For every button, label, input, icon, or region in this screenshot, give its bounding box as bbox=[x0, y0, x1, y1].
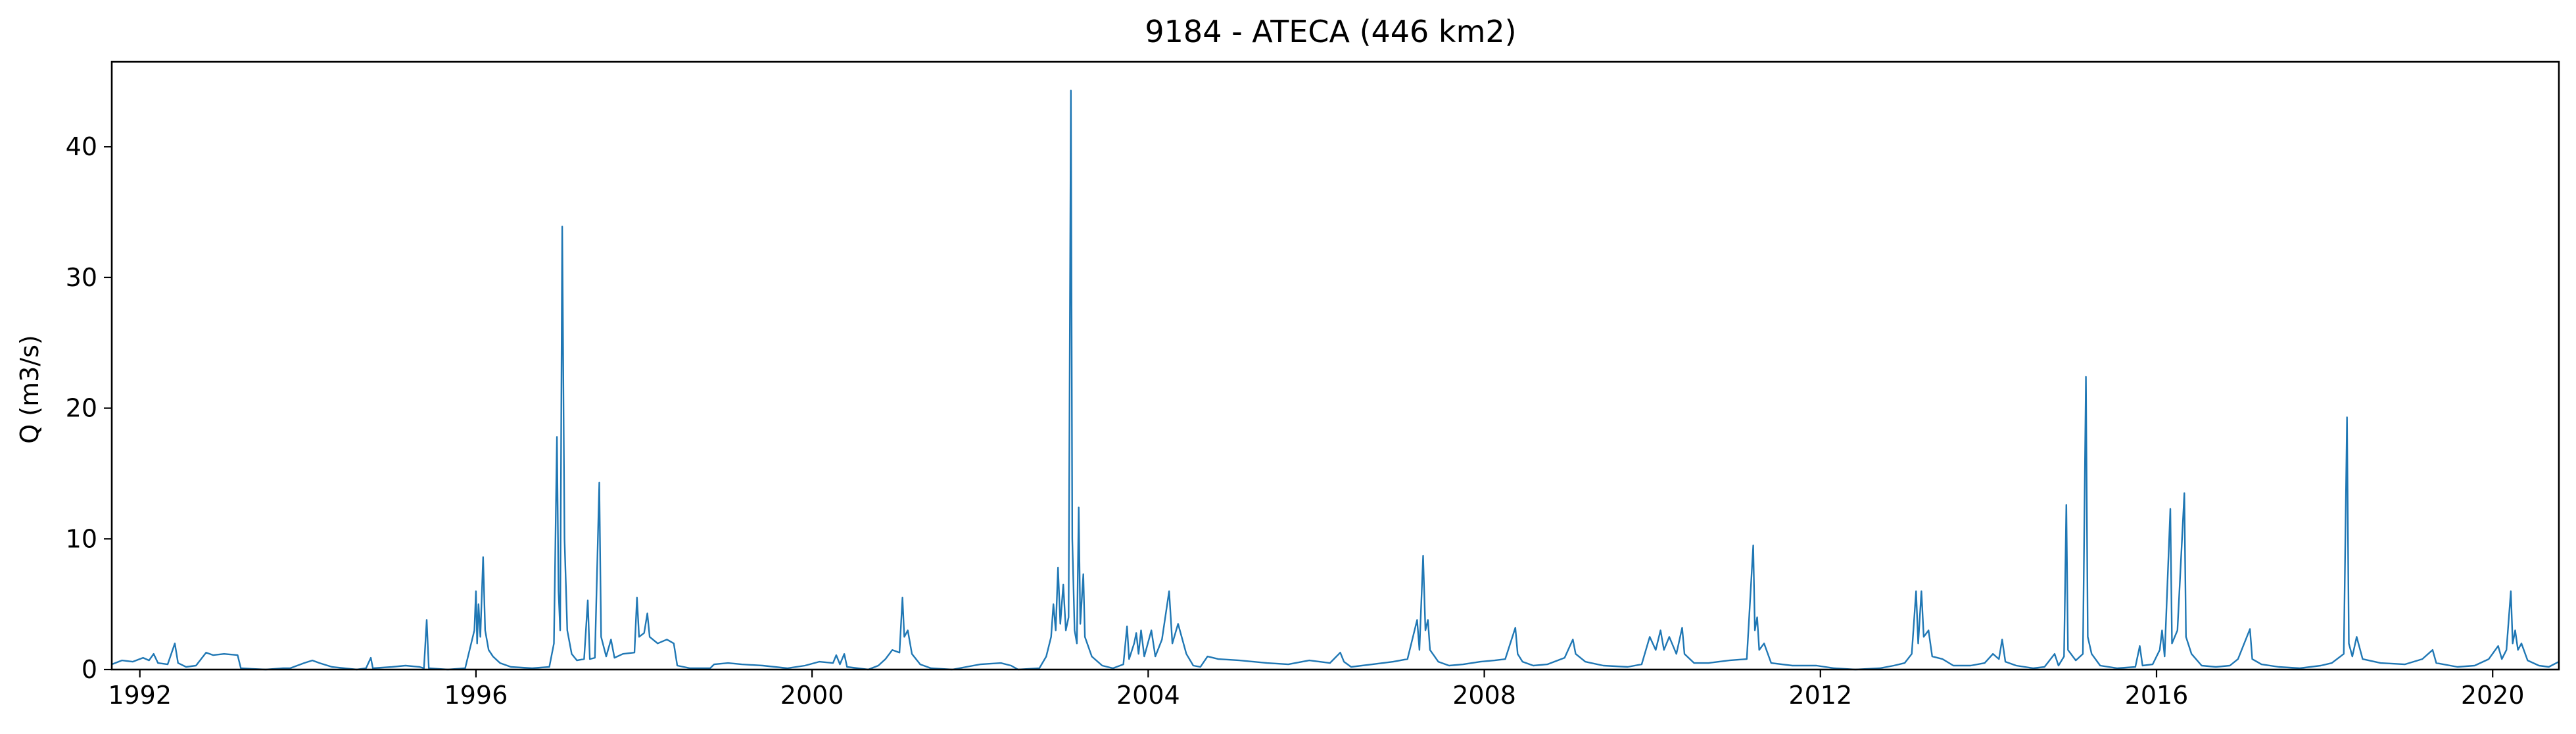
x-tick-label: 2008 bbox=[1452, 681, 1516, 710]
y-tick-label: 30 bbox=[66, 263, 97, 292]
discharge-series-line bbox=[111, 89, 2560, 671]
y-tick-label: 0 bbox=[82, 655, 97, 684]
y-tick-label: 20 bbox=[66, 394, 97, 423]
x-tick-label: 2020 bbox=[2461, 681, 2525, 710]
x-tick-label: 1996 bbox=[444, 681, 508, 710]
y-tick-label: 10 bbox=[66, 524, 97, 553]
y-tick-label: 40 bbox=[66, 132, 97, 161]
y-axis-label: Q (m3/s) bbox=[15, 335, 44, 443]
y-axis: 0 10 20 30 40 bbox=[66, 132, 112, 684]
x-tick-label: 2012 bbox=[1788, 681, 1852, 710]
x-axis: 1992 1996 2000 2004 2008 2012 2016 2020 bbox=[108, 670, 2525, 710]
x-tick-label: 2000 bbox=[780, 681, 844, 710]
x-tick-label: 1992 bbox=[108, 681, 172, 710]
plot-area bbox=[111, 89, 2560, 671]
x-tick-label: 2004 bbox=[1116, 681, 1180, 710]
x-tick-label: 2016 bbox=[2125, 681, 2189, 710]
chart-title: 9184 - ATECA (446 km2) bbox=[1145, 14, 1516, 49]
plot-frame bbox=[110, 61, 2560, 671]
